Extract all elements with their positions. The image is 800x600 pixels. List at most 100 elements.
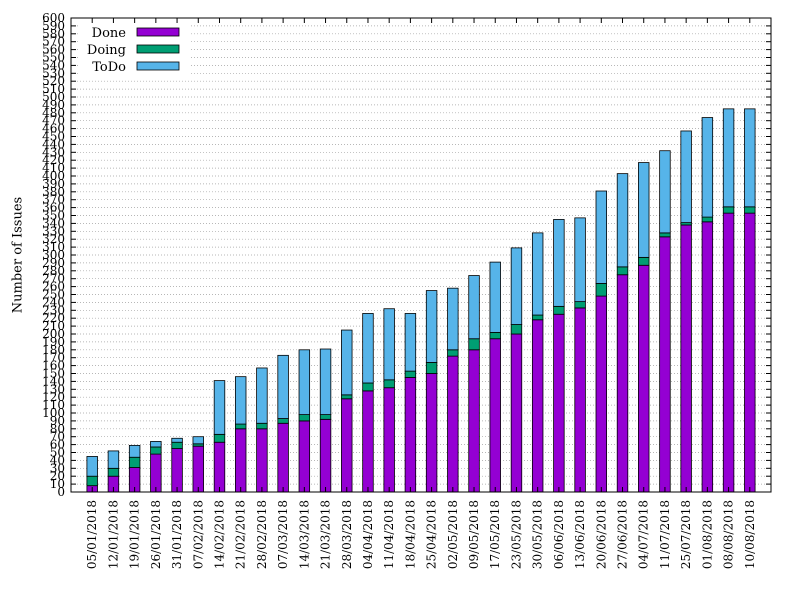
bar-segment-done xyxy=(404,377,417,493)
bar-segment-todo xyxy=(383,308,395,381)
bar-segment-done xyxy=(744,212,756,493)
bar-segment-todo xyxy=(234,376,247,425)
bars xyxy=(86,108,756,493)
bar-segment-doing xyxy=(362,382,374,392)
y-axis-label: Number of Issues xyxy=(11,197,26,313)
y-tick-label: 530 xyxy=(42,66,65,80)
bar-segment-todo xyxy=(213,380,226,435)
y-tick-label: 590 xyxy=(42,19,65,33)
y-tick-label: 60 xyxy=(50,438,65,452)
bar-segment-doing xyxy=(213,433,226,443)
bar-segment-todo xyxy=(638,162,650,258)
y-tick-label: 270 xyxy=(42,272,65,286)
bar-segment-doing xyxy=(701,216,714,223)
y-tick-label: 520 xyxy=(42,74,65,88)
y-tick-label: 250 xyxy=(42,288,65,302)
bar-segment-doing xyxy=(468,338,480,351)
x-tick-label: 09/05/2018 xyxy=(467,500,481,569)
y-tick-label: 80 xyxy=(50,422,65,436)
x-tick-label: 20/06/2018 xyxy=(594,500,608,569)
y-tick-label: 400 xyxy=(42,169,65,183)
x-tick-label: 08/08/2018 xyxy=(722,500,736,569)
y-tick-label: 420 xyxy=(42,153,65,167)
x-tick-label: 06/06/2018 xyxy=(552,500,566,569)
y-tick-label: 0 xyxy=(57,485,65,499)
bar-segment-todo xyxy=(744,108,756,208)
y-tick-label: 380 xyxy=(42,185,65,199)
bar-segment-todo xyxy=(107,450,120,469)
y-tick-label: 30 xyxy=(50,461,65,475)
bar-segment-todo xyxy=(86,456,98,477)
bar-segment-done xyxy=(298,420,311,493)
bar-segment-todo xyxy=(510,247,523,325)
x-tick-label: 04/07/2018 xyxy=(637,500,651,569)
legend-swatch-doing xyxy=(136,44,180,54)
bar-segment-todo xyxy=(680,130,692,224)
legend: Done Doing ToDo xyxy=(78,24,190,75)
y-tick-label: 190 xyxy=(42,335,65,349)
bar-segment-doing xyxy=(298,414,311,422)
y-tick-label: 340 xyxy=(42,216,65,230)
y-tick-label: 10 xyxy=(50,477,65,491)
bar-segment-done xyxy=(510,333,523,493)
y-tick-label: 160 xyxy=(42,359,65,373)
bar-segment-done xyxy=(659,236,671,493)
y-tick-label: 330 xyxy=(42,224,65,238)
y-tick-label: 130 xyxy=(42,382,65,396)
bar-segment-todo xyxy=(468,275,480,340)
y-tick-label: 350 xyxy=(42,209,65,223)
bar-segment-doing xyxy=(425,362,438,374)
bar-segment-todo xyxy=(319,348,332,415)
bar-segment-doing xyxy=(341,394,353,400)
bar-segment-done xyxy=(425,373,438,493)
y-tick-label: 550 xyxy=(42,51,65,65)
x-tick-label: 28/02/2018 xyxy=(255,500,269,569)
bar-segment-doing xyxy=(638,256,650,266)
legend-swatch-todo xyxy=(136,61,180,71)
bar-segment-done xyxy=(616,274,629,493)
y-tick-label: 360 xyxy=(42,201,65,215)
bar-segment-todo xyxy=(425,290,438,363)
x-tick-label: 07/02/2018 xyxy=(191,500,205,569)
bar-segment-doing xyxy=(553,305,565,315)
y-tick-label: 480 xyxy=(42,106,65,120)
bar-segment-doing xyxy=(171,441,183,449)
bar-segment-todo xyxy=(722,108,735,208)
y-tick-label: 540 xyxy=(42,58,65,72)
y-tick-label: 440 xyxy=(42,137,65,151)
y-tick-label: 50 xyxy=(50,446,65,460)
x-tick-label: 31/01/2018 xyxy=(170,500,184,569)
y-axis-ticks: 0102030405060708090100110120130140150160… xyxy=(42,11,771,499)
bar-segment-doing xyxy=(277,418,289,424)
y-tick-label: 580 xyxy=(42,27,65,41)
x-tick-label: 10/08/2018 xyxy=(743,500,757,569)
x-tick-label: 25/07/2018 xyxy=(679,500,693,569)
bar-segment-todo xyxy=(404,313,417,372)
bar-segment-done xyxy=(383,387,395,493)
bar-segment-doing xyxy=(531,314,544,321)
bar-segment-doing xyxy=(595,283,608,297)
y-tick-label: 110 xyxy=(42,398,65,412)
bar-segment-todo xyxy=(128,444,141,458)
bar-segment-done xyxy=(489,338,501,493)
x-axis-ticks: 05/01/2018 12/01/2018 19/01/2018 26/01/2018… xyxy=(85,18,757,569)
x-tick-label: 27/06/2018 xyxy=(616,500,630,569)
bar-segment-done xyxy=(531,319,544,493)
bar-segment-done xyxy=(722,212,735,493)
bar-segment-todo xyxy=(277,354,289,419)
legend-label-todo: ToDo xyxy=(92,60,126,75)
y-tick-label: 230 xyxy=(42,303,65,317)
y-tick-label: 490 xyxy=(42,98,65,112)
bar-segment-doing xyxy=(489,332,501,340)
x-tick-label: 14/02/2018 xyxy=(212,500,226,569)
y-tick-label: 240 xyxy=(42,295,65,309)
y-tick-label: 150 xyxy=(42,367,65,381)
x-tick-label: 05/01/2018 xyxy=(85,500,99,569)
y-tick-label: 410 xyxy=(42,161,65,175)
bar-segment-done xyxy=(680,224,692,493)
bar-segment-done xyxy=(256,428,268,493)
bar-segment-todo xyxy=(192,436,204,445)
bar-segment-done xyxy=(701,221,714,493)
y-tick-label: 220 xyxy=(42,311,65,325)
bar-segment-done xyxy=(150,453,162,493)
